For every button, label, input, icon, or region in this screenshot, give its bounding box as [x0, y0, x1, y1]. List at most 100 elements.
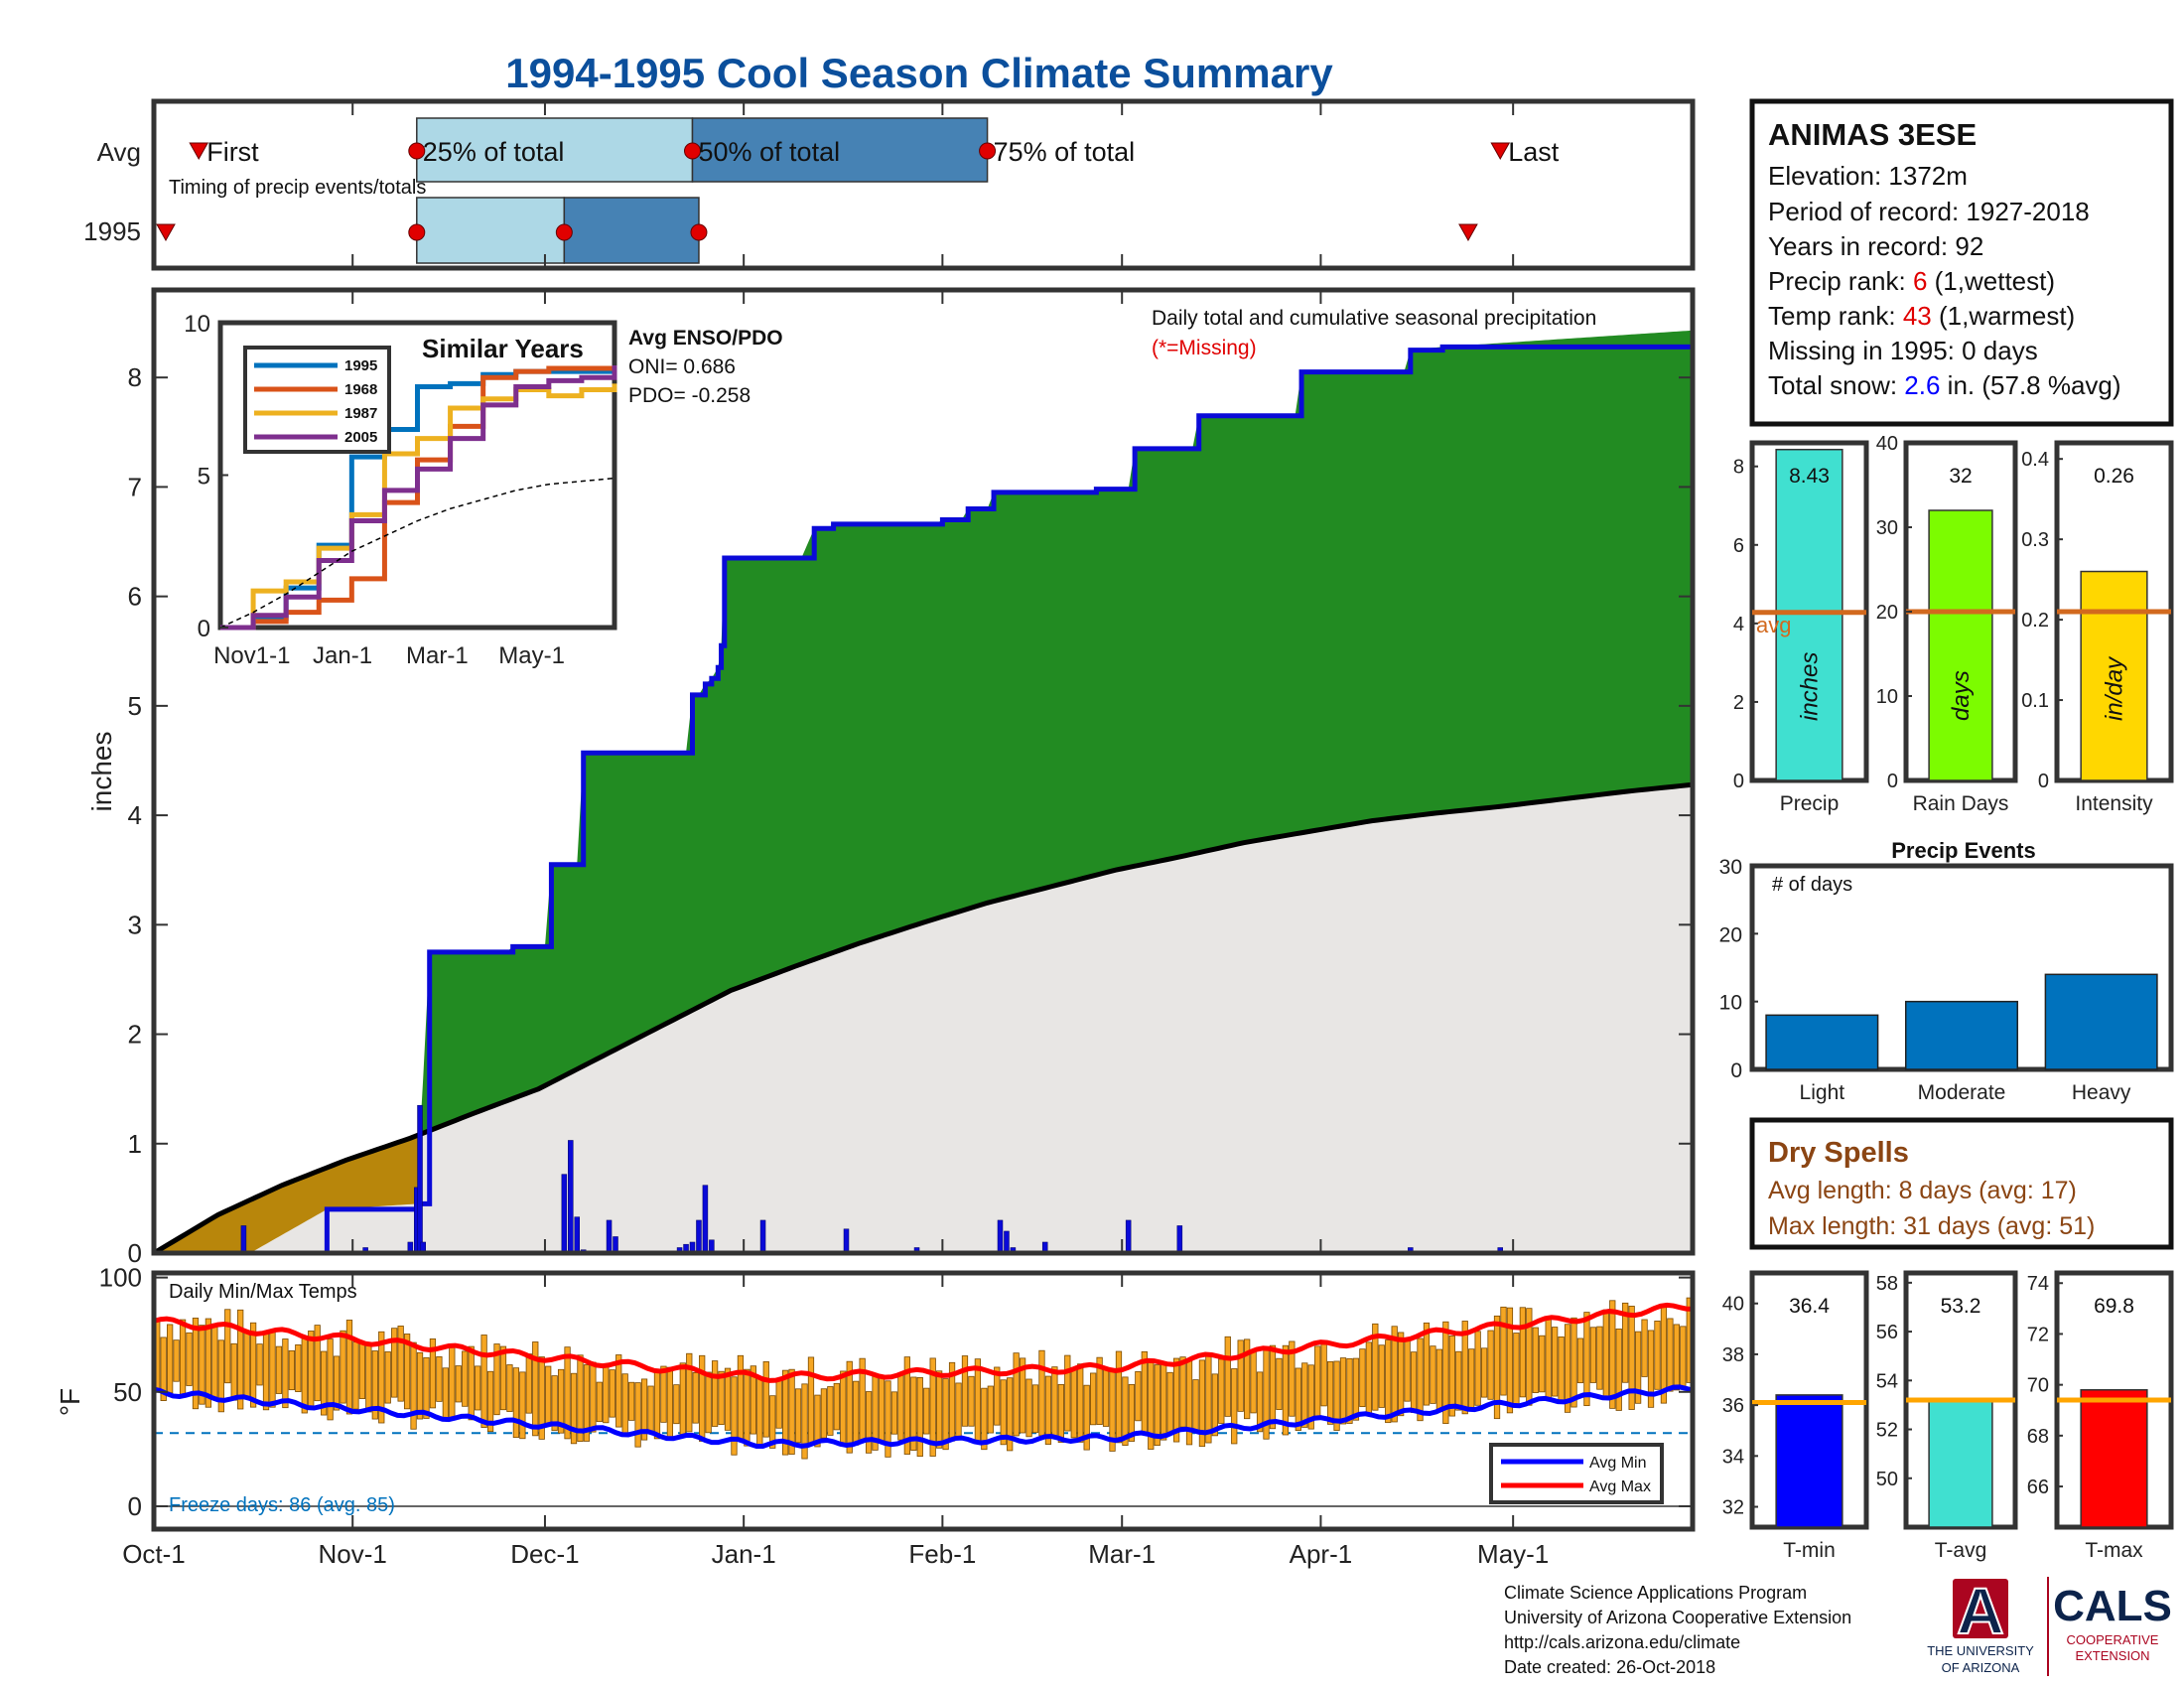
daily-temp-bar [1282, 1344, 1290, 1436]
daily-temp-bar [1654, 1321, 1661, 1390]
daily-temp-bar [1435, 1348, 1443, 1413]
t-min-y-tick-label: 34 [1722, 1446, 1744, 1468]
daily-temp-bar [897, 1374, 904, 1441]
daily-temp-bar [468, 1345, 475, 1421]
year-box-50-75 [563, 197, 700, 264]
daily-temp-bar [814, 1394, 821, 1448]
t-avg-y-tick-label: 54 [1876, 1370, 1898, 1392]
daily-temp-bar [788, 1368, 795, 1455]
daily-temp-bar [1576, 1337, 1584, 1384]
daily-precip-bar [574, 1216, 580, 1254]
daily-temp-bar [890, 1391, 898, 1435]
rain-days-y-tick-label: 10 [1876, 686, 1898, 708]
daily-temp-bar [1051, 1366, 1058, 1438]
daily-temp-bar [1166, 1371, 1173, 1434]
y-tick-label: 0 [128, 1238, 142, 1268]
cals-logo-line-1: COOPERATIVE [2067, 1632, 2159, 1647]
daily-temp-bar [167, 1324, 174, 1394]
daily-temp-bar [1391, 1326, 1398, 1423]
year-p50-marker [555, 223, 573, 241]
daily-temp-bar [718, 1370, 725, 1426]
precip-events-y-tick-label: 0 [1730, 1059, 1742, 1082]
daily-temp-bar [1070, 1366, 1077, 1439]
avg-box-25-50 [416, 117, 694, 183]
precip-total-value-label: 8.43 [1789, 465, 1830, 488]
daily-temp-bar [1667, 1318, 1674, 1392]
precip-events-category-label: Moderate [1918, 1081, 2006, 1104]
daily-temp-bar [211, 1323, 218, 1398]
t-max-value-label: 69.8 [2094, 1295, 2134, 1318]
y-tick-label: 3 [128, 910, 142, 939]
daily-temp-bar [314, 1325, 321, 1402]
precip-events-ylabel: # of days [1772, 874, 1852, 896]
inset-series-2005 [220, 364, 617, 631]
month-label: May-1 [1477, 1539, 1549, 1569]
avg-p25-marker [408, 142, 426, 160]
daily-temp-bar [1673, 1324, 1680, 1391]
precip-total-y-tick-label: 0 [1733, 771, 1744, 792]
daily-temp-bar [961, 1355, 969, 1427]
y-tick-label: 2 [128, 1020, 142, 1050]
daily-temp-bar [403, 1334, 411, 1410]
daily-temp-bar [1044, 1375, 1052, 1445]
daily-temp-bar [974, 1358, 982, 1444]
daily-temp-bar [609, 1369, 615, 1418]
daily-temp-bar [750, 1365, 756, 1435]
daily-temp-bar [282, 1338, 289, 1409]
daily-temp-bar [590, 1361, 597, 1433]
t-avg-y-tick-label: 58 [1876, 1273, 1898, 1295]
inset-y-tick-label: 10 [184, 311, 210, 338]
daily-temp-bar [621, 1373, 628, 1438]
year-p25-marker [408, 223, 426, 241]
daily-temp-bar [794, 1388, 802, 1444]
daily-temp-bar [1352, 1357, 1360, 1421]
year-p75-marker [690, 223, 708, 241]
daily-temp-bar [1583, 1312, 1590, 1407]
inset-average-line [219, 477, 615, 629]
intensity-bar [2080, 570, 2148, 781]
daily-temp-bar [942, 1378, 949, 1451]
avg-cumulative-line [152, 781, 1694, 1256]
daily-temp-bar [1269, 1344, 1277, 1430]
daily-temp-bar [1609, 1300, 1616, 1409]
daily-temp-bar [1461, 1321, 1468, 1415]
daily-temp-bar [480, 1335, 487, 1428]
temp-summary-bars: 32 34 36 38 40 36.4 T-min 50 52 54 56 58 53.2 T-avg 66… [1722, 1270, 2174, 1562]
university-of-arizona-logo: A THE UNIVERSITY OF ARIZONA CALS COOPERA… [1927, 1573, 2172, 1676]
daily-temp-bar [1442, 1321, 1449, 1425]
daily-temp-bar [205, 1318, 212, 1408]
snow-suffix: in. (57.8 %avg) [1940, 370, 2120, 400]
intensity-category-label: Intensity [2075, 792, 2153, 815]
daily-precip-bar [606, 1219, 613, 1254]
daily-temp-bar [1346, 1357, 1353, 1424]
daily-temp-bar [365, 1341, 372, 1413]
daily-temp-bar [1378, 1344, 1385, 1408]
daily-temp-bar [1154, 1364, 1160, 1447]
avg-p75-marker [979, 142, 997, 160]
daily-temp-bar [737, 1354, 745, 1441]
daily-temp-bar [262, 1333, 270, 1411]
daily-temp-bar [762, 1361, 769, 1438]
daily-precip-bar [702, 1185, 709, 1254]
footer-line-1: Climate Science Applications Program [1504, 1583, 1807, 1603]
page-title: 1994-1995 Cool Season Climate Summary [505, 50, 1333, 96]
daily-temp-bar [493, 1343, 500, 1416]
daily-temp-bar [634, 1382, 641, 1448]
t-max-y-tick-label: 70 [2027, 1375, 2049, 1397]
temp-y-tick-label: 100 [99, 1263, 142, 1293]
precip-events-chart: Precip Events Light Moderate Heavy0102030 … [1719, 838, 2174, 1104]
daily-temp-bar [423, 1356, 430, 1419]
t-min-value-label: 36.4 [1789, 1295, 1830, 1318]
daily-temp-bar [1500, 1306, 1507, 1396]
timing-caption: Timing of precip events/totals [169, 177, 426, 199]
cals-logo: CALS [2053, 1582, 2172, 1630]
enso-pdo-panel: Avg ENSO/PDO ONI= 0.686 PDO= -0.258 [628, 327, 783, 407]
daily-temp-bar [775, 1377, 782, 1429]
daily-temp-bar [1545, 1318, 1552, 1399]
daily-temp-bar [1455, 1350, 1462, 1411]
station-precip-rank: Precip rank: 6 (1,wettest) [1768, 266, 2055, 296]
daily-temp-bar [1135, 1371, 1142, 1422]
daily-temp-bar [731, 1376, 738, 1456]
daily-temp-bar [782, 1369, 789, 1456]
